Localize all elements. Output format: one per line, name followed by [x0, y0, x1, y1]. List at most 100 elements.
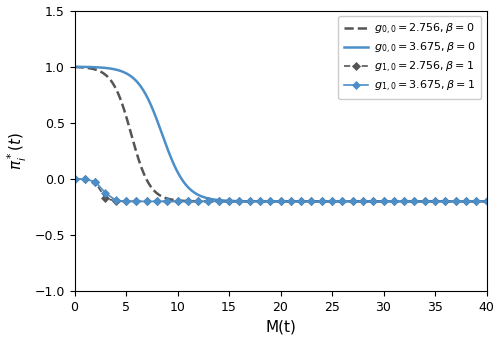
$g_{1,0} = 2.756, \beta = 1$	[308, 199, 314, 203]
$g_{1,0} = 2.756, \beta = 1$	[123, 199, 129, 203]
$g_{1,0} = 3.675, \beta = 1$	[432, 199, 438, 203]
$g_{1,0} = 3.675, \beta = 1$	[360, 199, 366, 203]
$g_{1,0} = 2.756, \beta = 1$	[412, 199, 418, 203]
$g_{0,0} = 2.756, \beta = 0$	[261, 199, 267, 203]
$g_{1,0} = 2.756, \beta = 1$	[484, 199, 490, 203]
$g_{1,0} = 3.675, \beta = 1$	[442, 199, 448, 203]
$g_{0,0} = 3.675, \beta = 0$	[472, 199, 478, 203]
$g_{1,0} = 2.756, \beta = 1$	[401, 199, 407, 203]
$g_{1,0} = 3.675, \beta = 1$	[401, 199, 407, 203]
$g_{1,0} = 3.675, \beta = 1$	[82, 177, 88, 181]
$g_{1,0} = 3.675, \beta = 1$	[484, 199, 490, 203]
$g_{1,0} = 3.675, \beta = 1$	[112, 198, 118, 202]
Line: $g_{1,0} = 3.675, \beta = 1$: $g_{1,0} = 3.675, \beta = 1$	[72, 176, 490, 204]
$g_{1,0} = 2.756, \beta = 1$	[452, 199, 458, 203]
$g_{0,0} = 3.675, \beta = 0$	[92, 65, 98, 69]
$g_{1,0} = 2.756, \beta = 1$	[340, 199, 345, 203]
$g_{1,0} = 2.756, \beta = 1$	[391, 199, 397, 203]
Line: $g_{1,0} = 2.756, \beta = 1$: $g_{1,0} = 2.756, \beta = 1$	[72, 176, 490, 204]
$g_{1,0} = 3.675, \beta = 1$	[92, 180, 98, 184]
Legend: $g_{0,0} = 2.756, \beta = 0$, $g_{0,0} = 3.675, \beta = 0$, $g_{1,0} = 2.756, \b: $g_{0,0} = 2.756, \beta = 0$, $g_{0,0} =…	[338, 16, 481, 99]
$g_{1,0} = 2.756, \beta = 1$	[92, 180, 98, 184]
$g_{1,0} = 3.675, \beta = 1$	[267, 199, 273, 203]
$g_{0,0} = 3.675, \beta = 0$	[396, 199, 402, 203]
$g_{1,0} = 3.675, \beta = 1$	[154, 199, 160, 203]
$g_{0,0} = 3.675, \beta = 0$	[272, 199, 278, 203]
$g_{1,0} = 2.756, \beta = 1$	[380, 199, 386, 203]
$g_{1,0} = 2.756, \beta = 1$	[206, 199, 212, 203]
$g_{0,0} = 2.756, \beta = 0$	[396, 199, 402, 203]
$g_{1,0} = 3.675, \beta = 1$	[144, 199, 150, 203]
$g_{1,0} = 2.756, \beta = 1$	[350, 199, 356, 203]
$g_{0,0} = 3.675, \beta = 0$	[261, 199, 267, 203]
$g_{0,0} = 2.756, \beta = 0$	[472, 199, 478, 203]
$g_{1,0} = 3.675, \beta = 1$	[123, 199, 129, 203]
$g_{1,0} = 3.675, \beta = 1$	[236, 199, 242, 203]
$g_{0,0} = 2.756, \beta = 0$	[483, 199, 489, 203]
$g_{1,0} = 2.756, \beta = 1$	[267, 199, 273, 203]
$g_{1,0} = 2.756, \beta = 1$	[288, 199, 294, 203]
$g_{1,0} = 2.756, \beta = 1$	[236, 199, 242, 203]
$g_{1,0} = 3.675, \beta = 1$	[185, 199, 191, 203]
$g_{1,0} = 2.756, \beta = 1$	[442, 199, 448, 203]
$g_{1,0} = 3.675, \beta = 1$	[257, 199, 263, 203]
X-axis label: M(t): M(t)	[265, 320, 296, 335]
$g_{1,0} = 3.675, \beta = 1$	[318, 199, 324, 203]
$g_{1,0} = 2.756, \beta = 1$	[72, 177, 78, 181]
$g_{1,0} = 2.756, \beta = 1$	[174, 199, 180, 203]
$g_{0,0} = 3.675, \beta = 0$	[484, 199, 490, 203]
$g_{1,0} = 3.675, \beta = 1$	[473, 199, 479, 203]
$g_{1,0} = 2.756, \beta = 1$	[473, 199, 479, 203]
$g_{1,0} = 3.675, \beta = 1$	[380, 199, 386, 203]
$g_{1,0} = 3.675, \beta = 1$	[422, 199, 428, 203]
$g_{1,0} = 2.756, \beta = 1$	[216, 199, 222, 203]
$g_{1,0} = 2.756, \beta = 1$	[257, 199, 263, 203]
$g_{1,0} = 3.675, \beta = 1$	[174, 199, 180, 203]
$g_{1,0} = 3.675, \beta = 1$	[278, 199, 283, 203]
$g_{1,0} = 3.675, \beta = 1$	[329, 199, 335, 203]
$g_{0,0} = 2.756, \beta = 0$	[484, 199, 490, 203]
$g_{1,0} = 2.756, \beta = 1$	[144, 199, 150, 203]
$g_{0,0} = 3.675, \beta = 0$	[472, 199, 478, 203]
$g_{1,0} = 2.756, \beta = 1$	[298, 199, 304, 203]
$g_{1,0} = 3.675, \beta = 1$	[102, 191, 108, 195]
$g_{0,0} = 2.756, \beta = 0$	[72, 65, 78, 69]
$g_{1,0} = 3.675, \beta = 1$	[412, 199, 418, 203]
$g_{1,0} = 3.675, \beta = 1$	[72, 177, 78, 181]
$g_{1,0} = 2.756, \beta = 1$	[318, 199, 324, 203]
$g_{1,0} = 3.675, \beta = 1$	[391, 199, 397, 203]
$g_{1,0} = 2.756, \beta = 1$	[278, 199, 283, 203]
$g_{0,0} = 2.756, \beta = 0$	[272, 199, 278, 203]
$g_{1,0} = 2.756, \beta = 1$	[185, 199, 191, 203]
$g_{1,0} = 2.756, \beta = 1$	[360, 199, 366, 203]
Line: $g_{0,0} = 2.756, \beta = 0$: $g_{0,0} = 2.756, \beta = 0$	[74, 67, 486, 201]
$g_{1,0} = 2.756, \beta = 1$	[422, 199, 428, 203]
$g_{1,0} = 2.756, \beta = 1$	[370, 199, 376, 203]
$g_{1,0} = 3.675, \beta = 1$	[370, 199, 376, 203]
$g_{1,0} = 2.756, \beta = 1$	[246, 199, 252, 203]
$g_{1,0} = 3.675, \beta = 1$	[226, 199, 232, 203]
$g_{1,0} = 2.756, \beta = 1$	[226, 199, 232, 203]
$g_{1,0} = 3.675, \beta = 1$	[195, 199, 201, 203]
$g_{1,0} = 3.675, \beta = 1$	[463, 199, 469, 203]
$g_{1,0} = 2.756, \beta = 1$	[82, 177, 88, 181]
$g_{1,0} = 2.756, \beta = 1$	[154, 199, 160, 203]
$g_{1,0} = 3.675, \beta = 1$	[340, 199, 345, 203]
$g_{1,0} = 2.756, \beta = 1$	[112, 199, 118, 203]
$g_{1,0} = 3.675, \beta = 1$	[164, 199, 170, 203]
$g_{1,0} = 2.756, \beta = 1$	[463, 199, 469, 203]
$g_{1,0} = 2.756, \beta = 1$	[195, 199, 201, 203]
$g_{0,0} = 3.675, \beta = 0$	[72, 65, 78, 69]
$g_{0,0} = 2.756, \beta = 0$	[92, 68, 98, 72]
$g_{1,0} = 2.756, \beta = 1$	[329, 199, 335, 203]
$g_{0,0} = 2.756, \beta = 0$	[472, 199, 478, 203]
$g_{1,0} = 3.675, \beta = 1$	[246, 199, 252, 203]
Y-axis label: $\pi_i^*(t)$: $\pi_i^*(t)$	[6, 132, 29, 170]
$g_{1,0} = 3.675, \beta = 1$	[134, 199, 140, 203]
$g_{1,0} = 3.675, \beta = 1$	[288, 199, 294, 203]
$g_{1,0} = 3.675, \beta = 1$	[350, 199, 356, 203]
$g_{1,0} = 2.756, \beta = 1$	[102, 196, 108, 200]
$g_{1,0} = 2.756, \beta = 1$	[432, 199, 438, 203]
$g_{1,0} = 2.756, \beta = 1$	[164, 199, 170, 203]
$g_{1,0} = 3.675, \beta = 1$	[452, 199, 458, 203]
